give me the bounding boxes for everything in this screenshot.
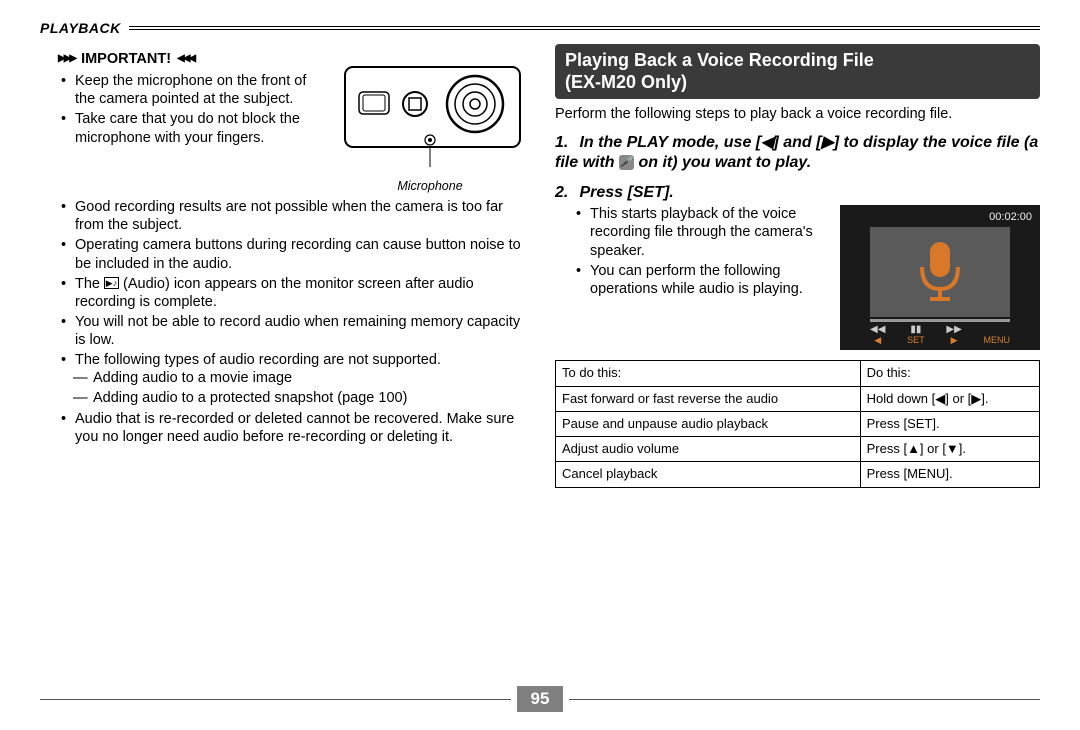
list-item: The following types of audio recording a… xyxy=(75,351,525,407)
table-row: Pause and unpause audio playbackPress [S… xyxy=(556,411,1040,436)
left-triangle-icon: ◀ xyxy=(761,133,773,153)
page-header: PLAYBACK xyxy=(40,20,1040,36)
right-column: Playing Back a Voice Recording File (EX-… xyxy=(555,44,1040,488)
list-item: Operating camera buttons during recordin… xyxy=(75,236,525,272)
intro-text: Perform the following steps to play back… xyxy=(555,105,1040,123)
sub-list-item: Adding audio to a protected snapshot (pa… xyxy=(93,389,525,407)
playback-screen: 00:02:00 ◀◀◀ ▮▮SET ▶▶▶ xyxy=(840,205,1040,350)
list-item: The ▶♪ (Audio) icon appears on the monit… xyxy=(75,275,525,311)
page-footer: 95 xyxy=(40,686,1040,712)
triangles-left-icon: ◀◀◀ xyxy=(177,53,194,66)
screen-timestamp: 00:02:00 xyxy=(989,211,1032,225)
audio-icon: ▶♪ xyxy=(104,277,119,289)
list-item: Audio that is re-recorded or deleted can… xyxy=(75,410,525,446)
left-column: ▶▶▶ IMPORTANT! ◀◀◀ Keep the microphone o… xyxy=(40,44,525,488)
important-label: IMPORTANT! xyxy=(81,50,171,68)
top-bullet-list: Keep the microphone on the front of the … xyxy=(40,72,325,147)
header-rule xyxy=(129,26,1040,30)
right-triangle-icon: ▶ xyxy=(821,133,833,153)
operations-table: To do this: Do this: Fast forward or fas… xyxy=(555,360,1040,487)
camera-diagram: Microphone xyxy=(335,62,525,192)
list-item: You can perform the following operations… xyxy=(590,262,825,298)
step2-bullets: This starts playback of the voice record… xyxy=(555,205,825,298)
screen-display xyxy=(870,227,1010,317)
triangles-right-icon: ▶▶▶ xyxy=(58,53,75,66)
table-row: Fast forward or fast reverse the audioHo… xyxy=(556,386,1040,411)
list-item: Good recording results are not possible … xyxy=(75,198,525,234)
list-item: Take care that you do not block the micr… xyxy=(75,110,325,146)
table-header: Do this: xyxy=(860,361,1039,386)
main-bullet-list: Good recording results are not possible … xyxy=(40,198,525,446)
mic-file-icon: 🎤 xyxy=(619,155,634,170)
microphone-caption: Microphone xyxy=(335,179,525,195)
footer-rule xyxy=(569,699,1040,700)
step-1: 1. In the PLAY mode, use [◀] and [▶] to … xyxy=(555,133,1040,173)
section-title: PLAYBACK xyxy=(40,20,129,36)
page-number: 95 xyxy=(517,686,564,712)
list-item: Keep the microphone on the front of the … xyxy=(75,72,325,108)
section-banner: Playing Back a Voice Recording File (EX-… xyxy=(555,44,1040,99)
table-header-row: To do this: Do this: xyxy=(556,361,1040,386)
table-row: Adjust audio volumePress [▲] or [▼]. xyxy=(556,437,1040,462)
table-row: Cancel playbackPress [MENU]. xyxy=(556,462,1040,487)
screen-controls: ◀◀◀ ▮▮SET ▶▶▶ MENU xyxy=(870,325,1010,346)
footer-rule xyxy=(40,699,511,700)
table-header: To do this: xyxy=(556,361,861,386)
step-2: 2. Press [SET]. xyxy=(555,183,1040,203)
list-item: This starts playback of the voice record… xyxy=(590,205,825,259)
list-item: You will not be able to record audio whe… xyxy=(75,313,525,349)
sub-list-item: Adding audio to a movie image xyxy=(93,369,525,387)
